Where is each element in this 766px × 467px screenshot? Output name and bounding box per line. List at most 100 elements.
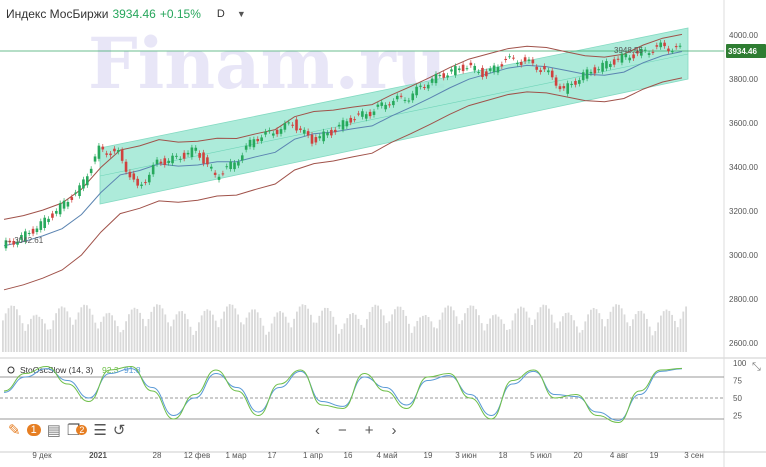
candle-body bbox=[554, 77, 558, 86]
instrument-name[interactable]: Индекс МосБиржи bbox=[6, 7, 109, 21]
volume-bar bbox=[44, 323, 46, 352]
alert-badge-icon[interactable]: 1 bbox=[26, 424, 41, 436]
candle-body bbox=[384, 104, 387, 110]
candle-body bbox=[395, 95, 399, 100]
candle-body bbox=[678, 45, 682, 47]
volume-bar bbox=[214, 320, 217, 352]
volume-bar bbox=[405, 315, 407, 352]
volume-bar bbox=[66, 311, 69, 352]
candle-body bbox=[55, 210, 58, 214]
volume-bar bbox=[410, 332, 413, 352]
candle-body bbox=[667, 48, 670, 52]
volume-bar bbox=[158, 304, 161, 352]
volume-bar bbox=[49, 329, 52, 352]
last-price-tag bbox=[726, 44, 766, 58]
volume-bar bbox=[592, 307, 595, 352]
volume-bar bbox=[352, 312, 354, 352]
volume-bar bbox=[640, 310, 643, 352]
volume-bar bbox=[612, 306, 615, 352]
volume-bar bbox=[125, 321, 127, 352]
volume-bar bbox=[72, 324, 74, 352]
volume-bar bbox=[486, 323, 489, 352]
volume-bar bbox=[394, 309, 396, 352]
candle-body bbox=[655, 45, 659, 47]
candle-body bbox=[581, 72, 585, 81]
volume-bar bbox=[326, 307, 329, 352]
volume-bar bbox=[492, 315, 494, 352]
volume-bar bbox=[643, 313, 645, 352]
volume-bar bbox=[570, 315, 573, 352]
candle-body bbox=[198, 153, 201, 158]
volume-bar bbox=[531, 324, 533, 352]
volume-bar bbox=[170, 326, 172, 352]
candle-body bbox=[159, 161, 163, 164]
price-tick-label: 3000.00 bbox=[729, 251, 758, 260]
volume-bar bbox=[576, 326, 578, 352]
volume-bar bbox=[46, 329, 49, 352]
volume-bar bbox=[517, 308, 519, 352]
chart-header: Индекс МосБиржи 3934.46 +0.15% D ▼ bbox=[6, 5, 246, 23]
volume-bar bbox=[133, 307, 136, 352]
volume-bar bbox=[511, 320, 514, 352]
candle-body bbox=[27, 232, 31, 234]
volume-bar bbox=[525, 311, 528, 352]
volume-bar bbox=[480, 323, 483, 352]
volume-bar bbox=[111, 315, 113, 352]
pencil-icon[interactable]: ✎ bbox=[8, 422, 21, 439]
volume-bar bbox=[60, 306, 63, 352]
volume-bar bbox=[626, 322, 629, 352]
candle-body bbox=[446, 75, 449, 78]
candle-body bbox=[461, 64, 465, 72]
time-tick-label: 19 bbox=[424, 451, 433, 460]
time-tick-label: 1 апр bbox=[303, 451, 323, 460]
candle-body bbox=[97, 145, 101, 159]
volume-bar bbox=[380, 309, 382, 352]
volume-bar bbox=[91, 314, 94, 352]
candle-body bbox=[628, 57, 631, 61]
volume-bar bbox=[94, 322, 97, 352]
settings-sliders-icon[interactable]: ☰ bbox=[93, 422, 107, 439]
volume-bar bbox=[10, 305, 13, 352]
volume-bar bbox=[139, 312, 141, 352]
volume-bar bbox=[128, 314, 130, 352]
scroll-right-icon[interactable]: › bbox=[391, 421, 397, 439]
volume-bar bbox=[489, 318, 491, 352]
volume-bar bbox=[226, 306, 228, 352]
candle-body bbox=[361, 111, 364, 117]
timeframe-selector[interactable]: D bbox=[216, 8, 225, 20]
candle-body bbox=[314, 137, 318, 143]
left-toolbar: ✎ 1 ▤ ❐ 2 ☰ ↺ bbox=[8, 419, 125, 441]
candle-body bbox=[415, 86, 418, 96]
candle-body bbox=[66, 201, 70, 207]
zoom-toolbar: ‹ − + › bbox=[315, 419, 397, 441]
volume-bar bbox=[195, 330, 197, 352]
chevron-down-icon[interactable]: ▼ bbox=[236, 9, 246, 19]
volume-bar bbox=[343, 323, 346, 352]
volume-bar bbox=[142, 318, 144, 352]
zoom-out-icon[interactable]: − bbox=[338, 421, 347, 439]
volume-bar bbox=[167, 322, 169, 352]
volume-bar bbox=[234, 308, 237, 352]
time-tick-label: 4 авг bbox=[610, 451, 628, 460]
candle-body bbox=[128, 171, 132, 178]
candle-body bbox=[221, 173, 225, 175]
time-tick-label: 20 bbox=[574, 451, 583, 460]
volume-bar bbox=[567, 312, 570, 352]
document-icon[interactable]: ▤ bbox=[46, 422, 61, 439]
zoom-in-icon[interactable]: + bbox=[364, 421, 374, 439]
volume-bar bbox=[273, 316, 276, 352]
candle-body bbox=[74, 192, 77, 194]
layers-badge: 2 bbox=[76, 425, 88, 435]
candle-body bbox=[647, 53, 651, 55]
volume-bar bbox=[108, 312, 111, 352]
undo-icon[interactable]: ↺ bbox=[112, 422, 126, 439]
volume-bar bbox=[562, 316, 564, 352]
candle-body bbox=[376, 104, 380, 107]
volume-bar bbox=[52, 320, 55, 352]
scroll-left-icon[interactable]: ‹ bbox=[315, 421, 320, 439]
oscillator-tick-label: 25 bbox=[733, 412, 742, 421]
volume-bar bbox=[83, 304, 85, 352]
candle-body bbox=[516, 62, 519, 64]
candle-body bbox=[182, 152, 186, 159]
